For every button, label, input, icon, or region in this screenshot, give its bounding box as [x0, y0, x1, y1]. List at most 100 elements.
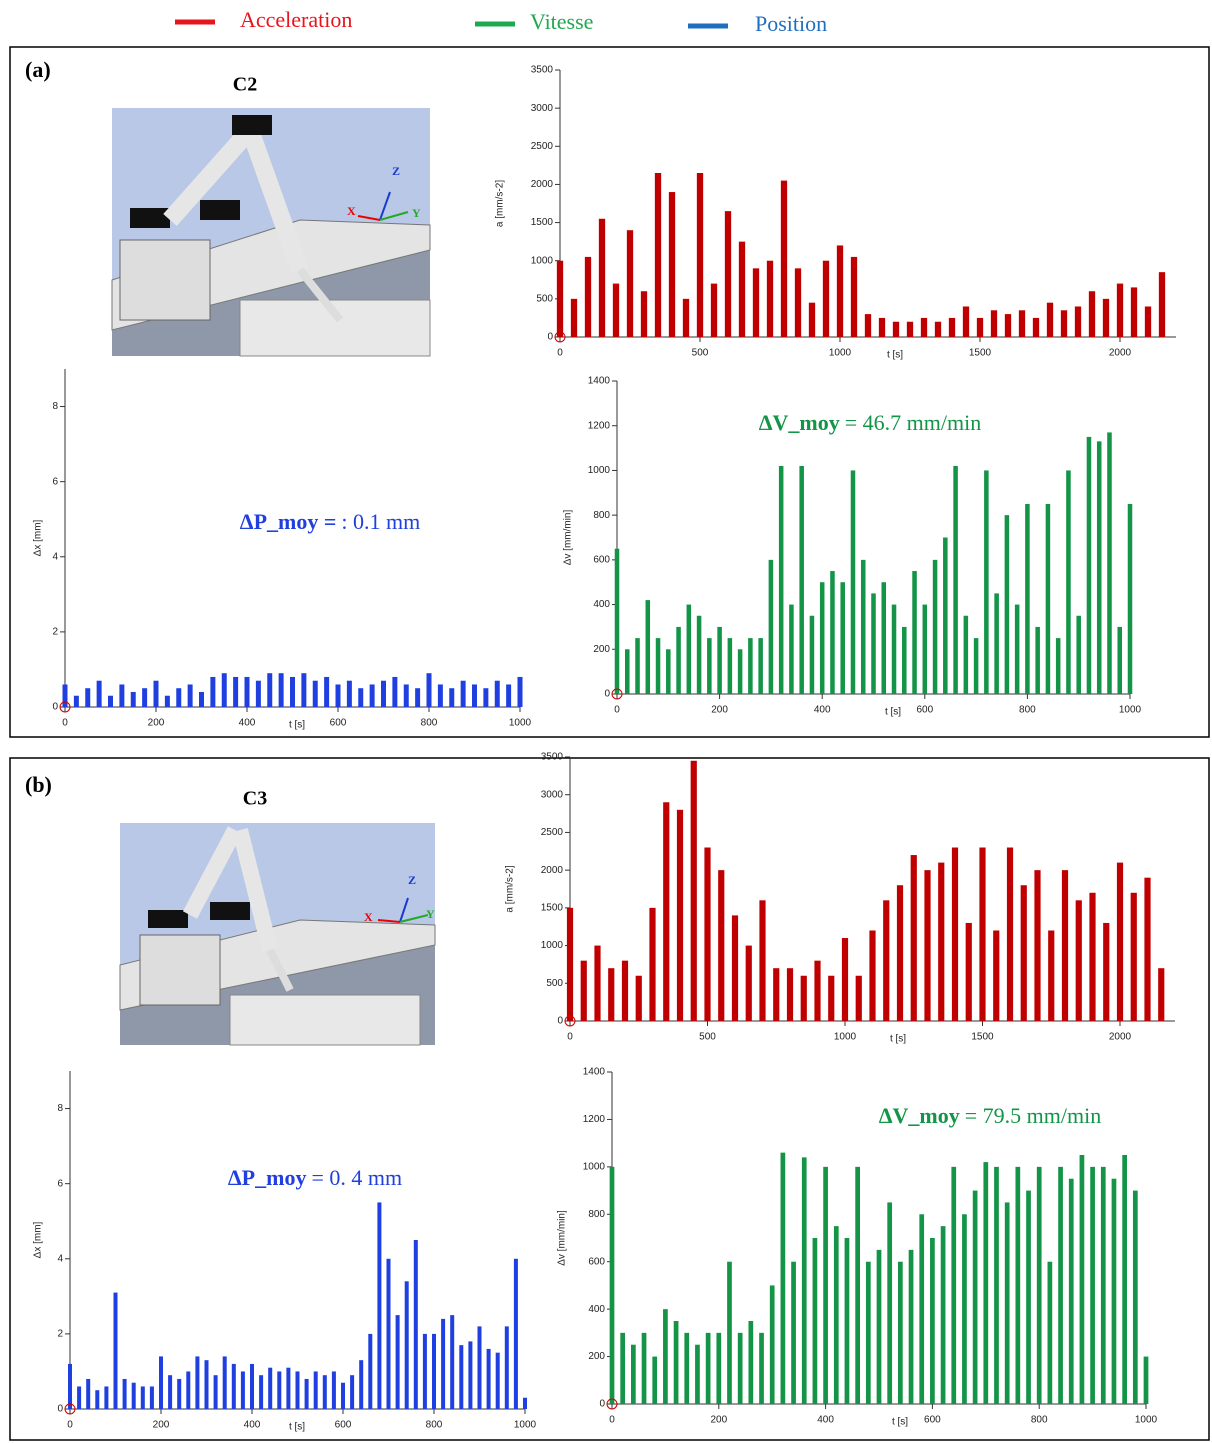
spike	[426, 673, 432, 707]
spike	[381, 680, 386, 707]
spike	[855, 1166, 860, 1404]
x-tick-label: 800	[421, 718, 438, 729]
spike	[930, 1238, 935, 1404]
spike	[477, 1326, 482, 1409]
spike	[331, 1371, 336, 1409]
spike	[277, 1371, 282, 1409]
spike	[896, 885, 904, 1021]
spike	[716, 1332, 722, 1404]
x-tick-label: 1000	[829, 348, 852, 359]
spike	[62, 684, 68, 707]
spike	[850, 256, 858, 337]
panel-label: (a)	[25, 57, 51, 82]
spike	[468, 1341, 473, 1409]
y-tick-label: 4	[57, 1253, 63, 1264]
x-tick-label: 200	[710, 1415, 727, 1426]
spike	[359, 1360, 364, 1409]
spike	[649, 907, 656, 1021]
spike	[620, 1332, 626, 1404]
spike	[1047, 1261, 1053, 1404]
spike	[177, 1378, 182, 1409]
spike	[278, 673, 284, 707]
spike	[598, 218, 606, 337]
spike	[240, 1371, 245, 1409]
y-tick-label: 600	[593, 554, 610, 565]
spike	[1117, 626, 1123, 694]
spike	[566, 907, 574, 1021]
spike	[668, 192, 676, 337]
spike	[255, 680, 261, 707]
spike	[748, 1321, 754, 1404]
spike	[704, 847, 711, 1021]
spike	[833, 1226, 839, 1404]
spike	[350, 1375, 355, 1409]
x-tick-label: 500	[699, 1032, 716, 1043]
spike	[85, 688, 91, 707]
annotation-bold: ΔP_moy	[228, 1165, 307, 1190]
spike	[883, 900, 890, 1021]
spike	[1061, 870, 1069, 1021]
spike	[119, 684, 125, 707]
spike	[924, 870, 931, 1021]
spike	[962, 306, 970, 337]
spike	[972, 1190, 978, 1404]
x-tick-label: 0	[67, 1420, 73, 1431]
spike	[1111, 1178, 1117, 1404]
svg-text:X: X	[347, 204, 356, 218]
spike	[994, 593, 999, 694]
y-tick-label: 2	[52, 627, 58, 638]
x-tick-label: 500	[692, 348, 709, 359]
spike	[737, 1332, 743, 1404]
spike	[415, 688, 421, 707]
spike	[614, 548, 620, 694]
spike	[1032, 317, 1040, 337]
y-axis-label: a [mm/s-2]	[505, 865, 516, 912]
y-tick-label: 8	[52, 401, 58, 412]
config-label: C2	[233, 74, 257, 96]
y-tick-label: 1000	[541, 940, 564, 951]
spike	[249, 1363, 255, 1409]
spike	[836, 245, 844, 337]
x-tick-label: 1000	[509, 718, 532, 729]
spike	[819, 582, 825, 694]
y-tick-label: 0	[547, 332, 553, 343]
spike	[213, 1375, 218, 1409]
y-tick-label: 0	[557, 1016, 563, 1027]
annotation-text: = 0. 4 mm	[311, 1165, 402, 1190]
y-axis-label: Δx [mm]	[33, 1221, 44, 1258]
annotation: ΔP_moy = 0. 4 mm	[228, 1165, 402, 1190]
chart: 0 2 4 6 8 0 200 400 600 800 1000 t [s] Δx [mm] ΔP_moy…	[33, 369, 532, 731]
spike	[517, 676, 523, 707]
config-label: C3	[243, 788, 267, 810]
origin-marker	[554, 331, 566, 343]
spike	[737, 649, 743, 694]
spike	[403, 684, 409, 707]
spike	[973, 638, 979, 694]
spike	[73, 695, 79, 707]
spike	[932, 559, 938, 694]
spike	[984, 470, 989, 694]
spike	[766, 260, 774, 337]
spike	[450, 1315, 455, 1409]
spike	[920, 317, 928, 337]
spike	[823, 1166, 828, 1404]
spike	[724, 211, 732, 337]
spike	[912, 571, 917, 694]
spike	[799, 465, 804, 694]
spike	[645, 600, 651, 694]
spike	[153, 680, 159, 707]
spike	[1014, 604, 1020, 694]
svg-text:Y: Y	[426, 907, 435, 921]
spike	[844, 1238, 850, 1404]
y-tick-label: 1200	[588, 420, 611, 431]
spike	[887, 1202, 893, 1404]
spike	[990, 310, 998, 337]
spike	[801, 1157, 807, 1404]
spike	[1130, 892, 1137, 1021]
spike	[860, 559, 866, 694]
spike	[131, 1382, 136, 1409]
spike	[113, 1292, 118, 1409]
x-tick-label: 400	[814, 705, 831, 716]
spike	[841, 938, 849, 1021]
